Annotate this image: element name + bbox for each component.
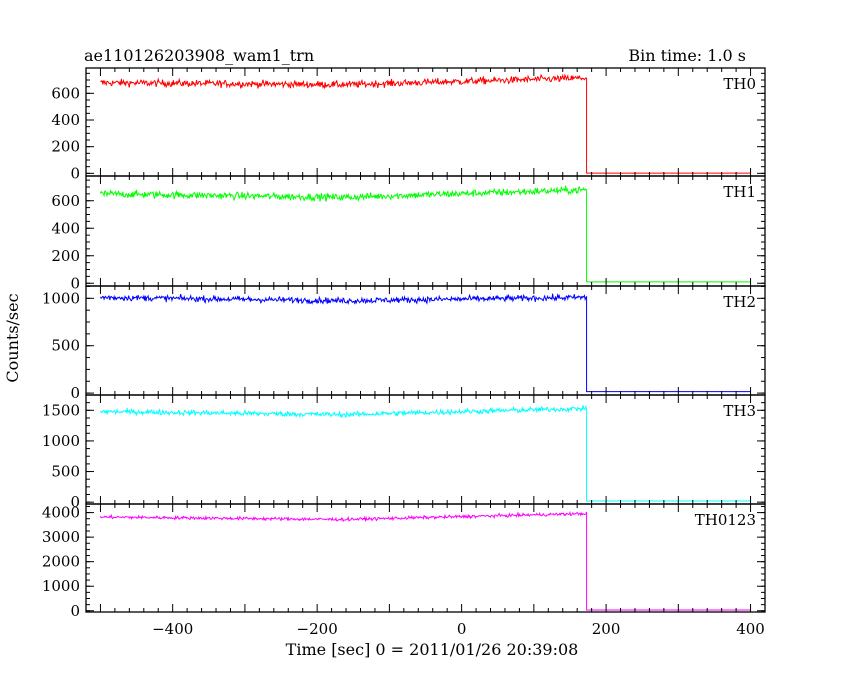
series-line-th0123 — [99, 510, 751, 611]
x-tick-label: 0 — [457, 620, 467, 638]
y-tick-label: 1000 — [42, 289, 80, 307]
panel-th0123: 0 1000 2000 3000 4000 TH0123 — [42, 503, 766, 620]
y-tick-label: 0 — [70, 274, 80, 292]
y-tick-label: 1000 — [42, 577, 80, 595]
y-tick-label: 200 — [51, 247, 80, 265]
y-tick-label: 500 — [51, 463, 80, 481]
panel-label-th1: TH1 — [723, 183, 756, 201]
panel-label-th0: TH0 — [723, 75, 756, 93]
x-axis-label: Time [sec] 0 = 2011/01/26 20:39:08 — [286, 640, 579, 659]
panel-frame — [85, 503, 766, 613]
panels-group: 0 200 400 600 TH0 0 200 400 600 TH1 0 500 1000 TH2 0 50… — [42, 67, 766, 638]
x-tick-label: 200 — [592, 620, 621, 638]
y-tick-label: 1000 — [42, 432, 80, 450]
y-tick-label: 400 — [51, 219, 80, 237]
y-axis-label: Counts/sec — [3, 293, 22, 382]
y-tick-label: 4000 — [42, 504, 80, 522]
panel-th2: 0 500 1000 TH2 — [42, 285, 766, 402]
panel-th1: 0 200 400 600 TH1 — [51, 175, 766, 292]
y-tick-label: 1500 — [42, 401, 80, 419]
y-tick-label: 0 — [70, 164, 80, 182]
y-tick-label: 500 — [51, 337, 80, 355]
series-line-th1 — [99, 185, 751, 283]
panel-frame — [85, 175, 766, 287]
y-tick-label: 600 — [51, 84, 80, 102]
panel-label-th3: TH3 — [723, 402, 756, 420]
panel-frame — [85, 285, 766, 396]
series-line-th3 — [99, 404, 751, 502]
panel-th3: 0 500 1000 1500 TH3 — [42, 394, 766, 511]
observation-id-title: ae110126203908_wam1_trn — [84, 46, 314, 65]
y-tick-label: 200 — [51, 138, 80, 156]
bin-time-label: Bin time: 1.0 s — [628, 46, 746, 65]
series-line-th2 — [100, 293, 751, 393]
y-tick-label: 600 — [51, 192, 80, 210]
panel-label-th0123: TH0123 — [695, 511, 756, 529]
x-tick-label: 400 — [736, 620, 765, 638]
y-tick-label: 0 — [70, 602, 80, 620]
panel-th0: 0 200 400 600 TH0 — [51, 67, 766, 182]
x-tick-label: −400 — [152, 620, 193, 638]
panel-label-th2: TH2 — [723, 293, 756, 311]
y-tick-label: 3000 — [42, 528, 80, 546]
series-line-th0 — [100, 73, 751, 174]
y-tick-label: 0 — [70, 384, 80, 402]
x-tick-label: −200 — [297, 620, 338, 638]
y-tick-label: 400 — [51, 111, 80, 129]
y-tick-label: 0 — [70, 493, 80, 511]
y-tick-label: 2000 — [42, 553, 80, 571]
